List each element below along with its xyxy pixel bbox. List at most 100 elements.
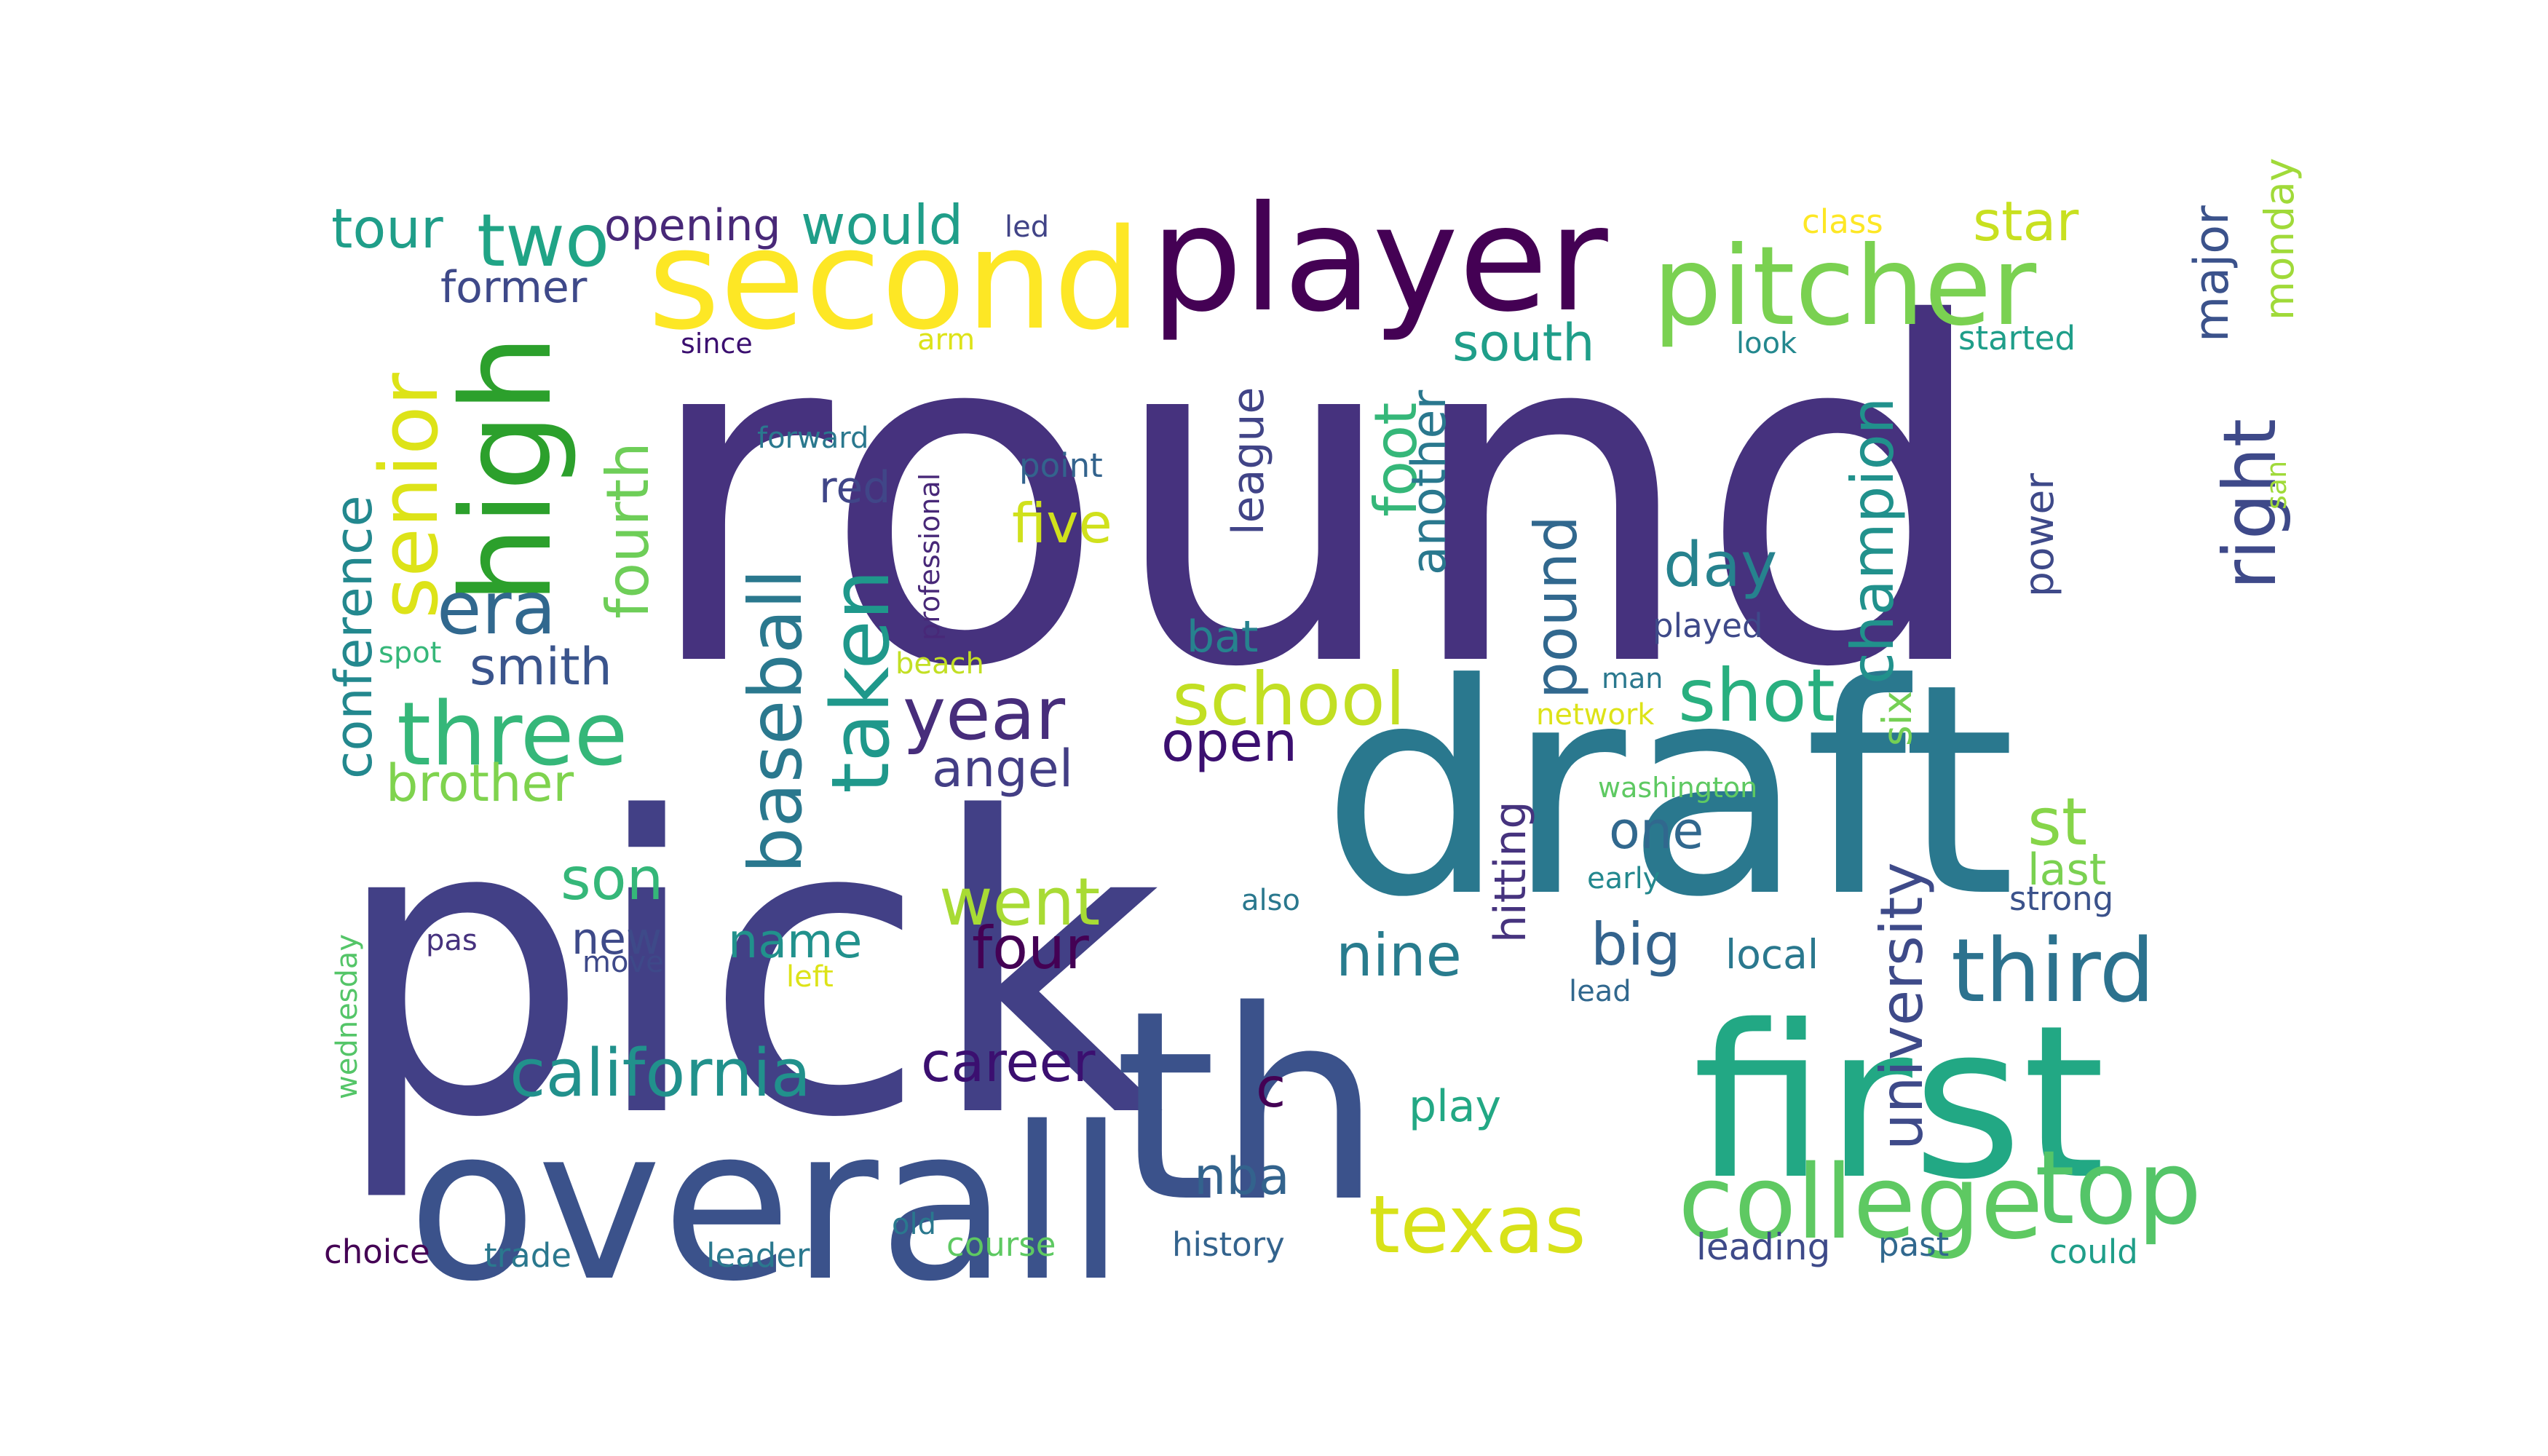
word-fourth: fourth [594,442,662,619]
word-look: look [1736,327,1797,360]
word-taken: taken [814,569,907,794]
word-player: player [1150,175,1608,344]
word-college: college [1678,1144,2043,1262]
word-champion: champion [1839,397,1907,684]
word-last: last [2027,844,2106,895]
word-san: san [2260,461,2292,510]
word-monday: monday [2256,158,2303,320]
word-forward: forward [757,422,869,455]
word-brother: brother [386,753,574,813]
word-tour: tour [331,197,443,261]
word-nine: nine [1336,922,1462,989]
word-play: play [1409,1081,1501,1132]
word-beach: beach [895,647,984,681]
word-opening: opening [604,200,781,251]
word-top: top [2035,1129,2201,1248]
word-star: star [1973,189,2078,253]
word-network: network [1536,698,1655,732]
word-big: big [1591,911,1681,978]
word-six: six [1874,691,1920,746]
word-since: since [681,328,753,360]
word-professional: professional [914,473,946,641]
word-strong: strong [2009,879,2113,918]
word-st: st [2027,784,2087,860]
word-another: another [1402,390,1457,575]
word-leader: leader [706,1236,810,1275]
word-power: power [2016,473,2062,597]
word-bat: bat [1187,612,1258,662]
word-open: open [1161,710,1297,774]
word-red: red [819,462,890,513]
word-would: would [801,193,963,257]
word-california: california [510,1035,811,1112]
word-pitcher: pitcher [1653,223,2037,350]
word-old: old [892,1208,936,1241]
word-third: third [1951,921,2155,1022]
word-round: round [641,226,1993,769]
word-career: career [921,1030,1096,1094]
word-league: league [1223,387,1274,535]
word-led: led [1005,210,1049,244]
word-overall: overall [408,1083,1125,1328]
word-two: two [477,198,609,283]
word-past: past [1878,1225,1949,1264]
word-nba: nba [1194,1147,1290,1206]
word-washington: washington [1598,772,1757,804]
word-smith: smith [470,637,612,697]
word-arm: arm [917,323,975,357]
word-c: c [1256,1056,1286,1120]
word-first: first [1693,981,2105,1226]
word-choice: choice [324,1233,430,1271]
word-also: also [1241,884,1300,917]
word-course: course [946,1225,1056,1264]
word-four: four [972,914,1089,982]
word-wednesday: wednesday [331,934,364,1099]
word-pas: pas [426,924,478,957]
word-pound: pound [1522,515,1590,699]
word-senior: senior [363,372,456,619]
word-university: university [1868,862,1936,1150]
word-year: year [903,671,1066,756]
word-went: went [939,864,1100,941]
word-leading: leading [1696,1226,1830,1268]
word-spot: spot [379,636,441,670]
word-era: era [437,566,556,651]
word-major: major [2185,205,2239,342]
word-baseball: baseball [733,569,818,874]
word-conference: conference [324,495,384,779]
word-right: right [2207,419,2292,590]
word-south: south [1452,313,1594,373]
word-early: early [1587,862,1660,895]
word-could: could [2049,1233,2138,1271]
word-point: point [1019,446,1103,485]
word-trade: trade [484,1236,571,1275]
word-hitting: hitting [1485,801,1536,943]
word-angel: angel [932,739,1073,799]
word-foot: foot [1362,403,1430,517]
word-three: three [397,684,628,786]
word-one: one [1609,801,1704,860]
word-local: local [1725,931,1819,978]
word-history: history [1172,1225,1285,1264]
word-lead: lead [1569,975,1631,1008]
word-left: left [786,960,834,994]
word-man: man [1602,662,1663,695]
word-second: second [648,199,1142,360]
word-move: move [582,946,664,979]
word-texas: texas [1369,1178,1586,1271]
word-day: day [1663,529,1777,601]
word-son: son [561,845,663,913]
word-new: new [571,914,662,965]
word-draft: draft [1321,622,2016,961]
word-class: class [1802,202,1883,241]
word-started: started [1958,319,2076,357]
word-five: five [1012,491,1112,555]
word-shot: shot [1678,653,1835,738]
word-name: name [728,914,862,969]
word-played: played [1653,606,1763,645]
word-pick: pick [331,732,1163,1207]
word-former: former [440,262,587,313]
word-th: th [1114,954,1382,1259]
word-school: school [1172,657,1406,742]
